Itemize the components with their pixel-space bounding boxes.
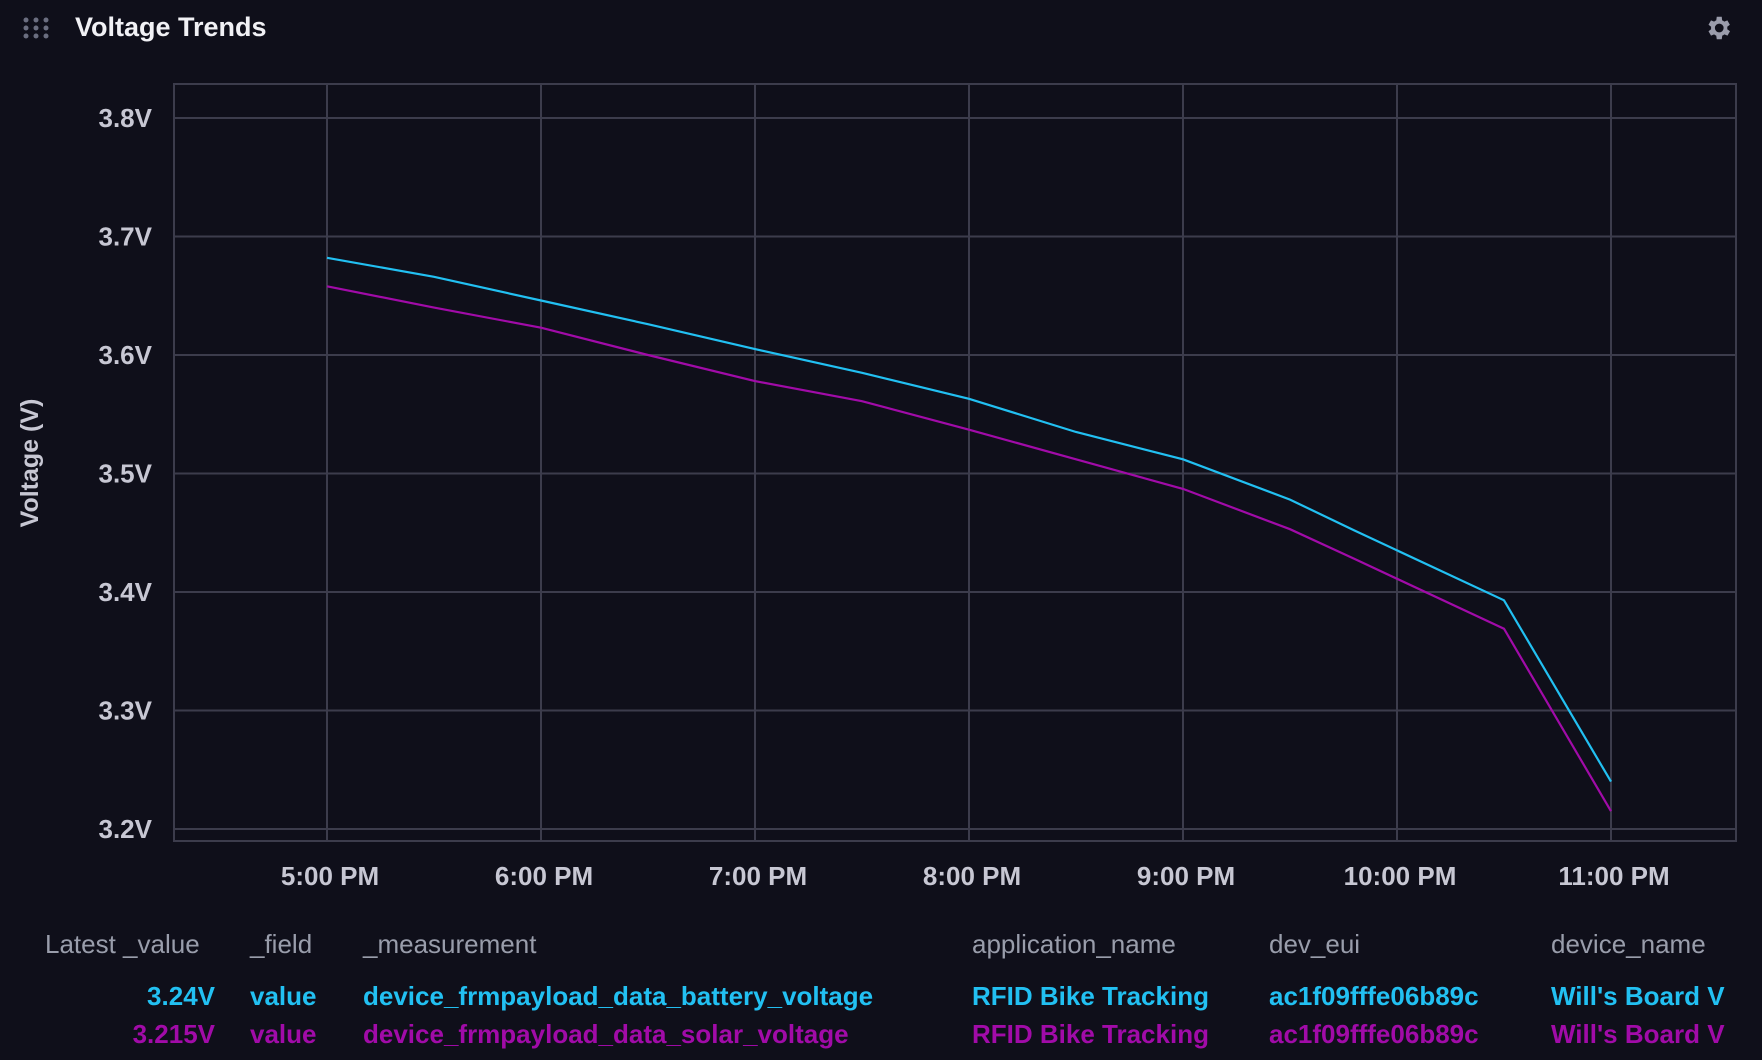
legend-header: dev_eui [1269,929,1361,959]
y-axis-label: Voltage (V) [16,399,44,528]
x-tick-label: 5:00 PM [281,861,379,891]
series-line-battery [326,256,1612,783]
y-tick-label: 3.3V [99,696,153,726]
legend-cell-measurement: device_frmpayload_data_battery_voltage [363,981,874,1011]
y-tick-label: 3.5V [99,459,153,489]
x-tick-label: 6:00 PM [495,861,593,891]
plot-border [173,83,1737,842]
x-tick-label: 11:00 PM [1558,861,1669,891]
x-tick-label: 8:00 PM [923,861,1021,891]
y-tick-label: 3.8V [99,103,153,133]
y-tick-label: 3.2V [99,814,153,844]
legend-header: application_name [972,929,1176,959]
gear-icon[interactable] [1703,13,1733,43]
y-tick-label: 3.4V [99,577,153,607]
x-tick-label: 10:00 PM [1344,861,1457,891]
legend-header: _field [250,929,313,959]
legend-cell-application: RFID Bike Tracking [972,981,1209,1011]
legend-header: Latest _value [45,929,200,959]
legend-cell-field: value [250,981,317,1011]
legend-cell-measurement: device_frmpayload_data_solar_voltage [363,1019,849,1049]
legend-cell-dev_eui: ac1f09fffe06b89c [1269,981,1479,1011]
legend-cell-latest: 3.24V [147,981,215,1011]
legend-cell-application: RFID Bike Tracking [972,1019,1209,1049]
legend-header: _measurement [363,929,537,959]
panel-title: Voltage Trends [75,12,267,42]
series-line-solar [326,285,1612,812]
legend-cell-field: value [250,1019,317,1049]
legend-cell-device_name: Will's Board V [1551,1019,1725,1049]
y-tick-label: 3.7V [99,222,153,252]
x-tick-label: 7:00 PM [709,861,807,891]
voltage-line-chart: 3.2V 3.3V 3.4V 3.5V 3.6V 3.7V 3.8V 5:00 PM 6:00 … [16,83,1737,891]
legend-cell-latest: 3.215V [132,1019,215,1049]
y-tick-label: 3.6V [99,340,153,370]
legend-cell-dev_eui: ac1f09fffe06b89c [1269,1019,1479,1049]
legend-header: device_name [1551,929,1706,959]
drag-handle-icon[interactable] [22,16,50,40]
legend-table: Latest _value _field _measurement applicati… [0,925,1739,1060]
x-tick-label: 9:00 PM [1137,861,1235,891]
legend-cell-device_name: Will's Board V [1551,981,1725,1011]
